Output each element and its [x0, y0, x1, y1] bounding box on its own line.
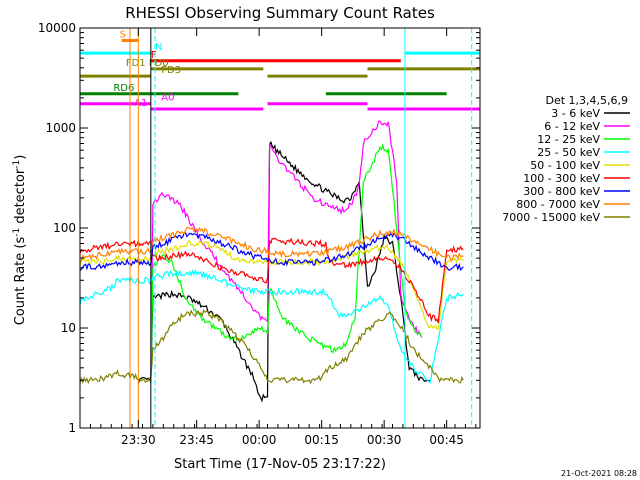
- y-tick-label-1000: 1000: [45, 121, 76, 135]
- y-tick-label-1: 1: [68, 421, 76, 435]
- y-tick-label-10: 10: [61, 321, 76, 335]
- y-axis-label: Count Rate (s-1 detector-1): [12, 155, 28, 326]
- state-a1-label: A1: [134, 98, 147, 109]
- x-tick-label-23-30: 23:30: [121, 433, 156, 447]
- legend-label-3-6-kev: 3 - 6 keV: [551, 107, 600, 120]
- series-25-50-kev-line: [79, 269, 464, 384]
- state-rd6-label: RD6: [113, 83, 134, 94]
- legend-label-300-800-kev: 300 - 800 keV: [523, 185, 600, 198]
- x-tick-label-00-00: 00:00: [242, 433, 277, 447]
- x-axis-label: Start Time (17-Nov-05 23:17:22): [174, 457, 386, 472]
- y-tick-label-100: 100: [53, 221, 76, 235]
- series-3-6-kev-line: [137, 140, 431, 403]
- chart-title: RHESSI Observing Summary Count Rates: [125, 4, 435, 22]
- x-tick-label-23-45: 23:45: [179, 433, 214, 447]
- legend-label-6-12-kev: 6 - 12 keV: [544, 120, 600, 133]
- legend-label-7000-15000-kev: 7000 - 15000 keV: [502, 211, 600, 224]
- legend-label-100-300-kev: 100 - 300 keV: [523, 172, 600, 185]
- state-n-label: N: [155, 42, 162, 53]
- state-fd1-label: FD1: [126, 58, 146, 69]
- series-12-25-kev-line: [150, 143, 423, 384]
- series-100-300-kev-line: [79, 237, 464, 324]
- legend-label-12-25-kev: 12 - 25 keV: [537, 133, 600, 146]
- state-f-label: F: [151, 50, 157, 61]
- series-lines: [79, 120, 464, 403]
- state-a0-label: A0: [161, 93, 174, 104]
- series-7000-15000-kev-line: [79, 309, 464, 385]
- series-50-100-kev-line: [79, 239, 464, 330]
- x-tick-label-00-30: 00:30: [367, 433, 402, 447]
- legend-label-25-50-kev: 25 - 50 keV: [537, 146, 600, 159]
- series-300-800-kev-line: [79, 231, 464, 272]
- axes: 23:30 23:45 00:00 00:15 00:30 00:45 1 10 100 1000…: [38, 21, 481, 447]
- state-s-label: S: [120, 29, 126, 40]
- legend-label-50-100-kev: 50 - 100 keV: [530, 159, 600, 172]
- legend-title: Det 1,3,4,5,6,9: [545, 94, 628, 107]
- series-800-7000-kev-line: [79, 226, 464, 262]
- x-tick-label-00-45: 00:45: [429, 433, 464, 447]
- legend-label-800-7000-kev: 800 - 7000 keV: [516, 198, 600, 211]
- state-fd0-label: FD0: [149, 58, 169, 69]
- series-6-12-kev-line: [150, 120, 423, 384]
- plot-frame: [79, 27, 481, 429]
- vertical-markers: [79, 28, 473, 428]
- y-tick-label-10000: 10000: [38, 21, 76, 35]
- footer-timestamp: 21-Oct-2021 08:28: [561, 469, 637, 478]
- state-fd3-label: FD3: [161, 65, 181, 76]
- x-tick-label-00-15: 00:15: [304, 433, 339, 447]
